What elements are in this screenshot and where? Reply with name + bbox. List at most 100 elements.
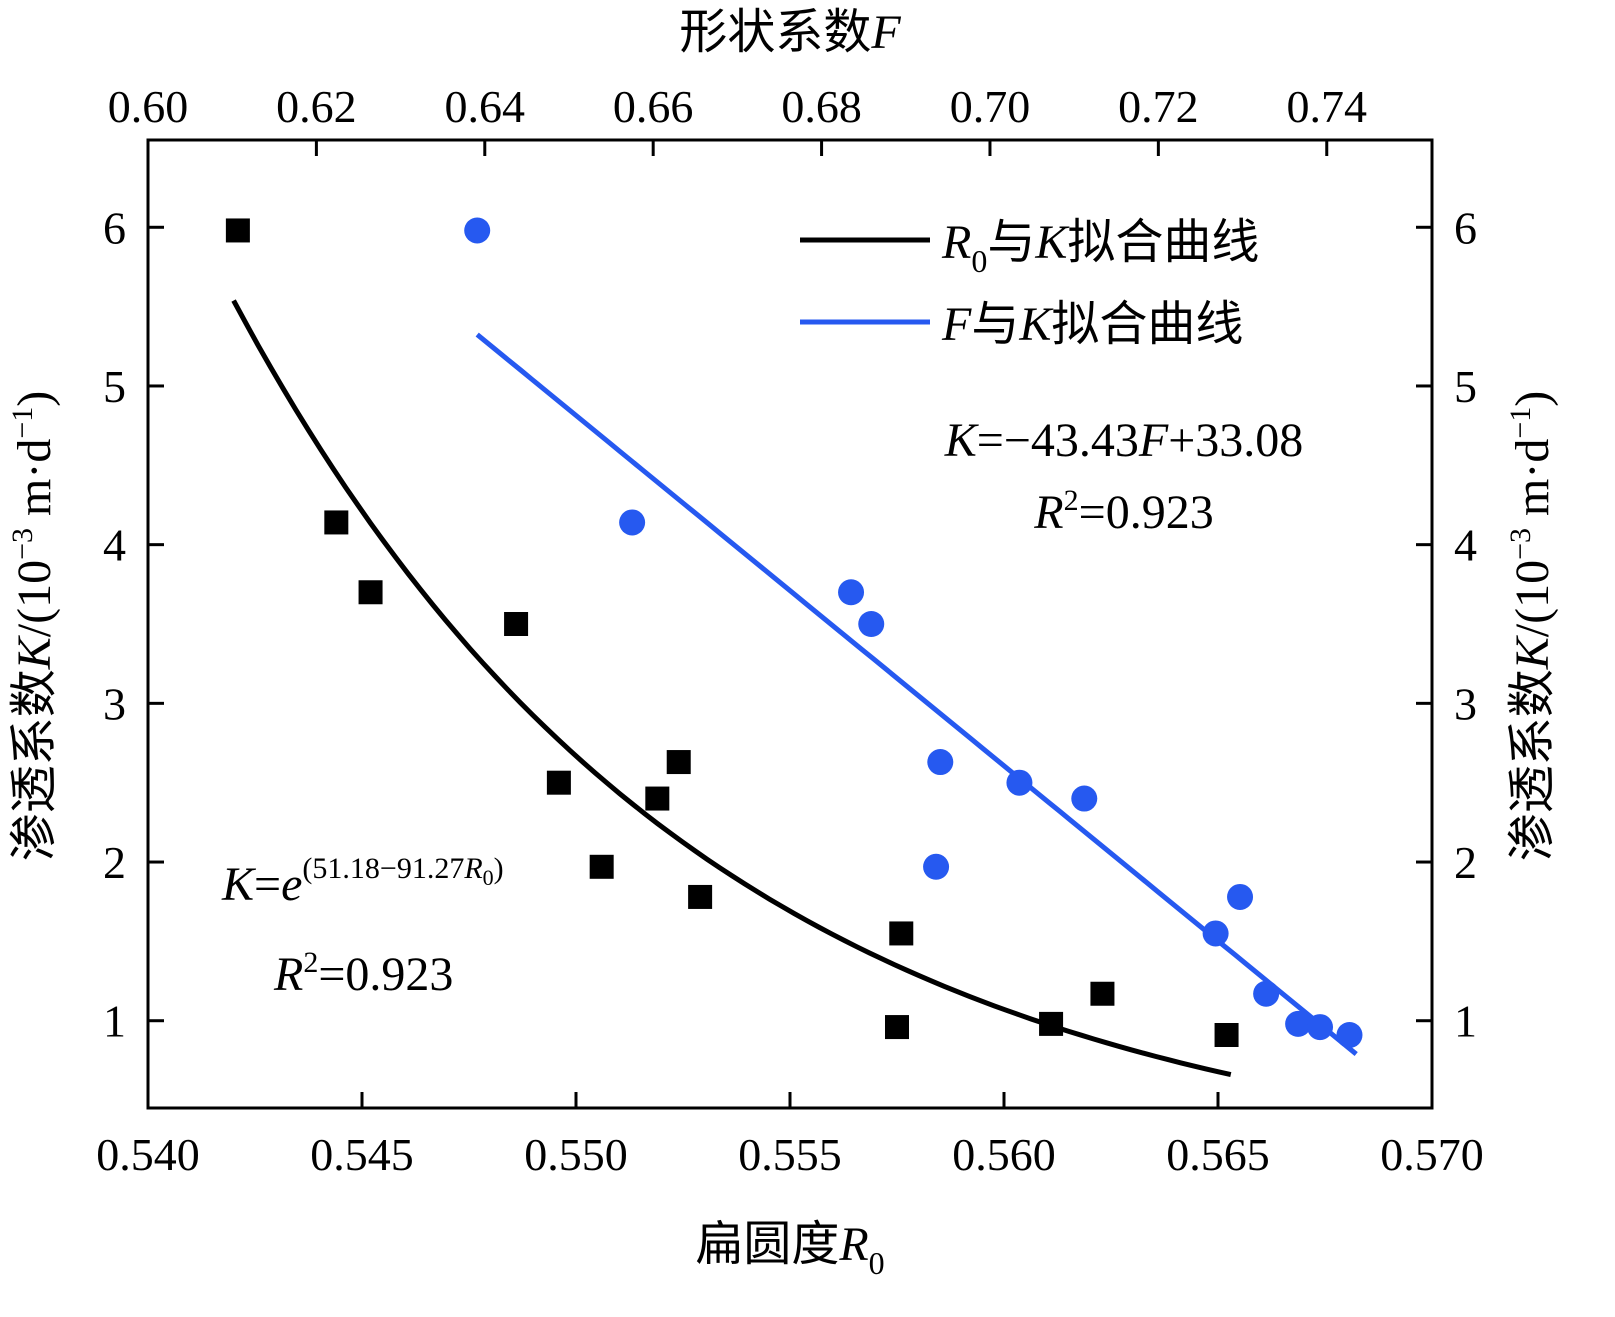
r0-data-point xyxy=(885,1015,909,1040)
f-data-point xyxy=(1336,1022,1363,1049)
linear-r2-sup: 2 xyxy=(1064,484,1079,517)
f-data-point xyxy=(923,853,950,880)
legend-f-var2: K xyxy=(1018,298,1054,351)
right-tick-label: 2 xyxy=(1454,837,1477,888)
right-axis-title-sup1: −3 xyxy=(1504,528,1537,560)
f-data-point xyxy=(1307,1014,1334,1041)
left-tick-label: 5 xyxy=(103,361,126,412)
bottom-axis-title-main: 扁圆度 xyxy=(695,1218,839,1271)
top-tick-label: 0.74 xyxy=(1287,81,1368,132)
legend-r0-var2: K xyxy=(1034,216,1070,269)
bottom-tick-label: 0.540 xyxy=(96,1129,200,1180)
f-data-point xyxy=(1071,785,1098,812)
left-axis-title-var: K xyxy=(8,634,61,670)
right-tick-label: 5 xyxy=(1454,361,1477,412)
legend-f-text-a: 与 xyxy=(971,298,1019,351)
r0-data-point xyxy=(324,510,349,535)
f-data-point xyxy=(1006,769,1033,796)
exp-eq-exp-r: R xyxy=(463,852,482,885)
axis-tick-labels: 0.540 0.545 0.550 0.555 0.560 0.565 0.570 0.60 0… xyxy=(96,81,1484,1180)
exp-r2-r: R xyxy=(273,948,303,1001)
right-axis-title-unit-a: /(10 xyxy=(1506,560,1559,637)
f-data-point xyxy=(619,509,646,536)
left-tick-label: 3 xyxy=(103,678,126,729)
r0-data-point xyxy=(1214,1023,1239,1048)
right-axis-title-unit-c: ) xyxy=(1506,391,1559,407)
legend: R0与K拟合曲线 F与K拟合曲线 xyxy=(800,216,1259,351)
right-tick-label: 3 xyxy=(1454,678,1477,729)
left-tick-label: 4 xyxy=(103,520,126,571)
linear-eq-f: F xyxy=(1138,414,1169,467)
f-data-point xyxy=(1253,980,1280,1007)
legend-f-var: F xyxy=(941,298,972,351)
right-axis-title-unit-b: m·d xyxy=(1506,439,1559,528)
exp-r2: R2=0.923 xyxy=(273,946,453,1001)
bottom-tick-label: 0.560 xyxy=(952,1129,1056,1180)
right-tick-label: 6 xyxy=(1454,202,1477,253)
left-axis-title-unit-b: m·d xyxy=(8,439,61,528)
r0-data-point xyxy=(889,921,914,946)
linear-equation: K=−43.43F+33.08 xyxy=(944,414,1304,467)
legend-label-f: F与K拟合曲线 xyxy=(941,298,1243,351)
exp-eq-exp1: (51.18−91.27 xyxy=(302,852,464,885)
bottom-axis-title-sub: 0 xyxy=(869,1245,885,1281)
left-tick-label: 6 xyxy=(103,202,126,253)
linear-r2-val: =0.923 xyxy=(1079,486,1214,539)
r0-data-point xyxy=(666,750,691,775)
left-axis-title-sup1: −3 xyxy=(6,528,39,560)
legend-r0-var: R xyxy=(941,216,971,269)
legend-label-r0: R0与K拟合曲线 xyxy=(941,216,1259,279)
exp-eq-k: K xyxy=(221,858,257,911)
top-tick-label: 0.70 xyxy=(950,81,1031,132)
r0-data-point xyxy=(1039,1011,1064,1036)
bottom-axis-title-var: R xyxy=(838,1218,868,1271)
exp-eq-equals: = xyxy=(254,858,281,911)
right-axis-title-main: 渗透系数 xyxy=(1506,669,1559,861)
exp-r2-sup: 2 xyxy=(303,946,318,979)
r0-data-point xyxy=(504,612,529,636)
r0-data-point xyxy=(225,218,250,243)
r0-data-point xyxy=(358,580,383,605)
f-data-point xyxy=(1227,883,1254,910)
r0-data-point xyxy=(546,770,571,795)
f-data-point xyxy=(927,749,954,776)
legend-f-text-b: 拟合曲线 xyxy=(1051,298,1243,351)
f-data-point xyxy=(838,579,865,606)
legend-r0-text-b: 拟合曲线 xyxy=(1067,216,1259,269)
linear-r2: R2=0.923 xyxy=(1033,484,1213,539)
linear-eq-part1: =−43.43 xyxy=(977,414,1139,467)
legend-r0-text-a: 与 xyxy=(987,216,1035,269)
top-axis-title: 形状系数F xyxy=(679,6,901,59)
top-axis-title-main: 形状系数 xyxy=(679,6,871,59)
right-axis-title-sup2: −1 xyxy=(1504,407,1537,439)
axis-ticks xyxy=(146,140,1434,1108)
right-axis-title: 渗透系数K/(10−3 m·d−1) xyxy=(1504,391,1559,862)
left-tick-label: 1 xyxy=(103,996,126,1047)
top-tick-label: 0.62 xyxy=(276,81,357,132)
linear-eq-k: K xyxy=(944,414,980,467)
r0-data-point xyxy=(688,884,713,909)
top-tick-label: 0.64 xyxy=(445,81,526,132)
exp-r2-val: =0.923 xyxy=(318,948,453,1001)
legend-r0-sub: 0 xyxy=(971,243,987,279)
linear-r2-r: R xyxy=(1033,486,1063,539)
left-axis-title-main: 渗透系数 xyxy=(8,669,61,861)
exp-equation: K=e(51.18−91.27R0) xyxy=(221,852,504,911)
data-points xyxy=(225,217,1363,1049)
right-tick-label: 1 xyxy=(1454,996,1477,1047)
right-tick-label: 4 xyxy=(1454,520,1477,571)
top-tick-label: 0.68 xyxy=(781,81,862,132)
exp-eq-exp2: ) xyxy=(494,852,504,885)
left-tick-label: 2 xyxy=(103,837,126,888)
left-axis-title-unit-a: /(10 xyxy=(8,560,61,637)
exp-eq-e: e xyxy=(281,858,302,911)
r0-data-point xyxy=(1090,981,1115,1006)
r0-data-point xyxy=(645,786,670,811)
exp-eq-exp-sub: 0 xyxy=(483,865,494,890)
left-axis-title: 渗透系数K/(10−3 m·d−1) xyxy=(6,391,61,862)
bottom-tick-label: 0.555 xyxy=(738,1129,842,1180)
f-data-point xyxy=(1202,920,1229,947)
bottom-tick-label: 0.545 xyxy=(310,1129,414,1180)
